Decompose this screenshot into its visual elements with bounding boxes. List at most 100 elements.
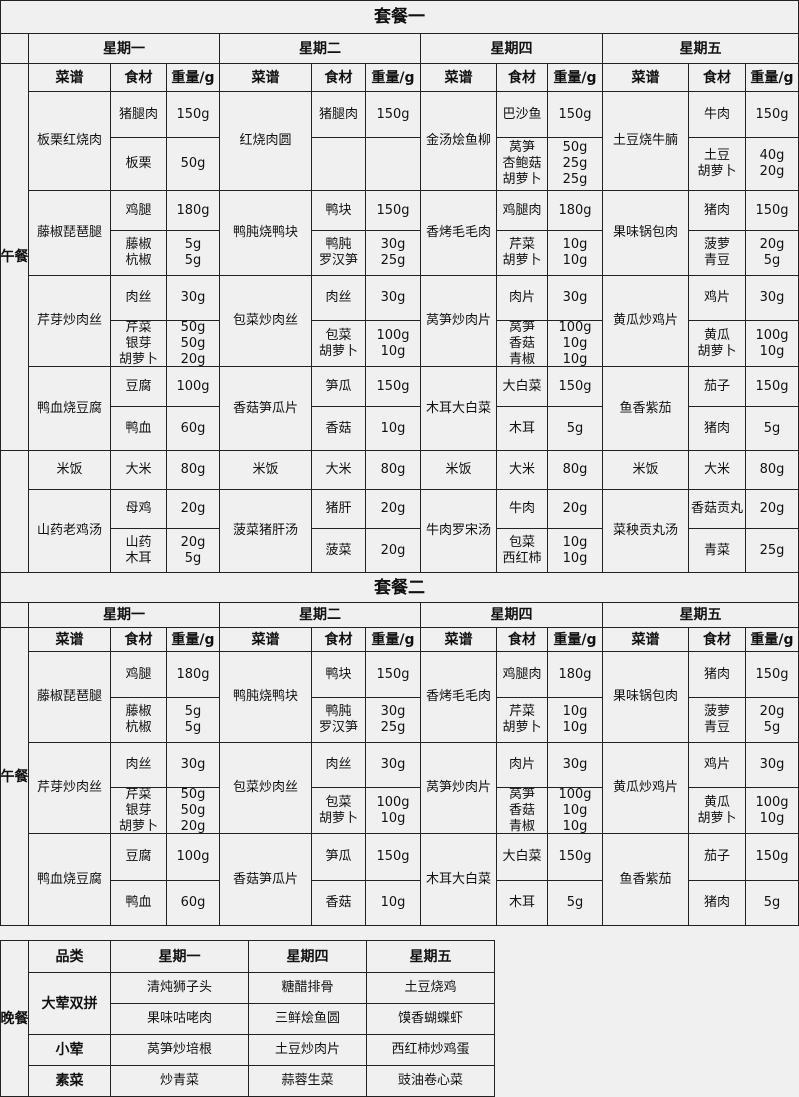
ingredient: 猪肉 bbox=[688, 190, 746, 231]
ingredient: 菠萝 青豆 bbox=[688, 230, 746, 276]
ingredient: 豆腐 bbox=[110, 833, 167, 881]
dinner-header: 星期四 bbox=[248, 940, 367, 973]
weight: 60g bbox=[166, 880, 220, 926]
column-header: 菜谱 bbox=[28, 63, 111, 92]
weight-text: 180g bbox=[558, 666, 592, 682]
ingredient-text: 香菇贡丸 bbox=[690, 501, 743, 516]
weight-text: 80g bbox=[180, 462, 206, 477]
menu-title-text: 套餐二 bbox=[374, 577, 425, 598]
dish-name-text: 香菇笋瓜片 bbox=[232, 400, 298, 416]
corner-cell bbox=[0, 33, 29, 64]
weight: 30g bbox=[166, 275, 220, 321]
dish-name: 黄瓜炒鸡片 bbox=[602, 742, 689, 834]
weight: 30g 25g bbox=[365, 230, 421, 276]
dinner-dish-text: 果味咕咾肉 bbox=[146, 1011, 212, 1026]
ingredient: 木耳 bbox=[496, 880, 548, 926]
weight: 100g 10g bbox=[365, 787, 421, 834]
weight-text: 10g bbox=[380, 895, 406, 910]
weight: 10g 10g bbox=[547, 230, 603, 276]
day-header: 星期二 bbox=[219, 602, 421, 628]
weight-text: 100g bbox=[558, 787, 592, 802]
ingredient-text: 黄瓜 bbox=[703, 327, 730, 343]
weight: 5g 5g bbox=[166, 697, 220, 743]
weight-text: 80g bbox=[759, 462, 785, 477]
dinner-header-text: 星期四 bbox=[286, 948, 329, 965]
column-header-text: 食材 bbox=[508, 69, 536, 86]
ingredient-text: 猪肉 bbox=[703, 666, 730, 682]
ingredient: 肉片 bbox=[496, 742, 548, 788]
ingredient-text: 笋瓜 bbox=[325, 849, 352, 864]
dish-name: 香烤毛毛肉 bbox=[420, 190, 497, 276]
ingredient-text: 猪腿肉 bbox=[318, 106, 358, 122]
weight: 150g bbox=[365, 833, 421, 881]
column-header: 菜谱 bbox=[602, 627, 689, 652]
ingredient: 黄瓜 胡萝卜 bbox=[688, 787, 746, 834]
ingredient: 巴沙鱼 bbox=[496, 91, 548, 138]
dish-name-text: 木耳大白菜 bbox=[425, 871, 491, 887]
weight-text: 180g bbox=[176, 202, 210, 218]
weight-text: 5g bbox=[184, 253, 202, 268]
dish-name-text: 果味锅包肉 bbox=[612, 225, 678, 240]
weight-text: 20g bbox=[380, 542, 406, 558]
ingredient: 大米 bbox=[311, 450, 366, 490]
ingredient-text: 猪肉 bbox=[703, 895, 730, 910]
weight-text: 5g bbox=[184, 704, 202, 719]
column-header: 食材 bbox=[496, 63, 548, 92]
weight: 100g 10g bbox=[365, 320, 421, 367]
ingredient-text: 青豆 bbox=[703, 720, 730, 735]
weight-text: 30g bbox=[380, 757, 406, 772]
day-header: 星期四 bbox=[420, 602, 603, 628]
weight: 80g bbox=[166, 450, 220, 490]
day-header-text: 星期五 bbox=[679, 607, 722, 623]
ingredient: 包菜 西红柿 bbox=[496, 528, 548, 573]
weight-text: 10g bbox=[380, 420, 406, 436]
weight-text: 25g bbox=[562, 156, 588, 171]
weight: 100g bbox=[166, 833, 220, 881]
day-header: 星期一 bbox=[28, 33, 220, 64]
weight-text: 10g bbox=[562, 351, 588, 367]
dish-name-text: 红烧肉圆 bbox=[239, 133, 292, 148]
ingredient: 黄瓜 胡萝卜 bbox=[688, 320, 746, 367]
weight: 100g 10g 10g bbox=[547, 787, 603, 834]
ingredient: 猪肝 bbox=[311, 489, 366, 529]
dish-name-text: 黄瓜炒鸡片 bbox=[612, 313, 678, 328]
column-header-text: 菜谱 bbox=[631, 69, 660, 86]
ingredient-text: 鸭血 bbox=[125, 420, 152, 436]
weight-text: 20g bbox=[180, 818, 206, 834]
weight-text: 25g bbox=[380, 720, 406, 735]
dish-name-text: 芹芽炒肉丝 bbox=[36, 780, 102, 795]
ingredient-text: 鸭块 bbox=[325, 666, 352, 682]
ingredient-text: 母鸡 bbox=[125, 501, 152, 516]
weight: 50g 50g 20g bbox=[166, 320, 220, 367]
ingredient: 大白菜 bbox=[496, 366, 548, 407]
dinner-category-text: 素菜 bbox=[55, 1073, 84, 1089]
dish-name-text: 包菜炒肉丝 bbox=[232, 313, 298, 328]
weight-text: 30g bbox=[562, 290, 588, 305]
dish-name: 金汤烩鱼柳 bbox=[420, 91, 497, 191]
dish-name: 果味锅包肉 bbox=[602, 190, 689, 276]
dish-name: 板栗红烧肉 bbox=[28, 91, 111, 191]
ingredient-text: 莴笋 bbox=[508, 320, 535, 335]
day-header: 星期一 bbox=[28, 602, 220, 628]
dinner-dish-text: 炒青菜 bbox=[159, 1073, 199, 1088]
ingredient-text: 青菜 bbox=[703, 542, 730, 558]
weight: 180g bbox=[166, 651, 220, 698]
ingredient-text: 藤椒 bbox=[125, 237, 152, 252]
weight: 10g 10g bbox=[547, 697, 603, 743]
weight-text: 30g bbox=[380, 290, 406, 305]
dish-name-text: 米饭 bbox=[632, 462, 659, 477]
weight-text: 50g bbox=[180, 802, 206, 818]
column-header: 菜谱 bbox=[602, 63, 689, 92]
ingredient-text: 茄子 bbox=[703, 378, 730, 394]
ingredient-text: 鸭血 bbox=[125, 895, 152, 910]
weight-text: 5g bbox=[566, 895, 584, 910]
ingredient-text: 菠萝 bbox=[703, 704, 730, 719]
menu-title: 套餐一 bbox=[0, 0, 799, 34]
weight bbox=[365, 137, 421, 191]
ingredient-text: 大米 bbox=[125, 462, 152, 477]
day-header-text: 星期二 bbox=[299, 40, 341, 57]
weight: 20g bbox=[547, 489, 603, 529]
weight: 150g bbox=[365, 91, 421, 138]
column-header: 食材 bbox=[688, 63, 746, 92]
dish-name: 鸭血烧豆腐 bbox=[28, 833, 111, 926]
